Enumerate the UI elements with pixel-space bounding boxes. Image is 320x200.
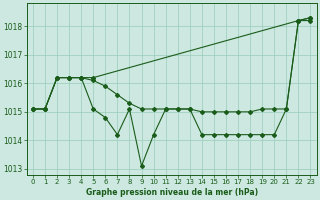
X-axis label: Graphe pression niveau de la mer (hPa): Graphe pression niveau de la mer (hPa) xyxy=(86,188,258,197)
